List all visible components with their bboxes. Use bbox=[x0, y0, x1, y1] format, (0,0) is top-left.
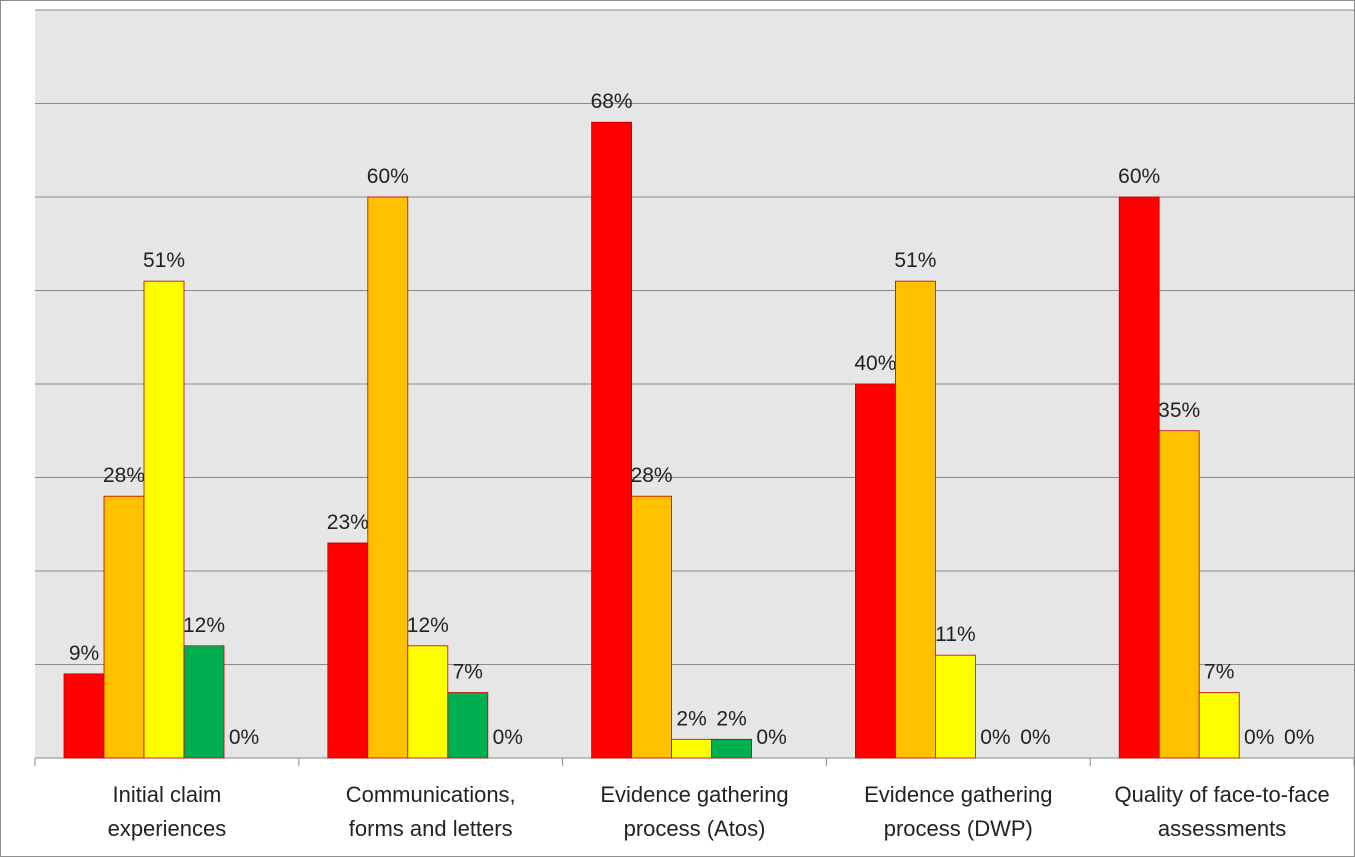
data-label: 68% bbox=[591, 90, 633, 113]
data-label: 51% bbox=[143, 249, 185, 272]
data-label: 60% bbox=[367, 165, 409, 188]
category-label: Evidence gathering process (DWP) bbox=[864, 782, 1052, 841]
data-label: 35% bbox=[1158, 399, 1200, 422]
bar bbox=[447, 692, 489, 759]
bar bbox=[711, 738, 752, 759]
data-label: 9% bbox=[69, 642, 99, 665]
bar bbox=[591, 121, 632, 759]
bar bbox=[103, 495, 145, 759]
data-label: 51% bbox=[894, 249, 936, 272]
bar bbox=[935, 654, 976, 759]
category-label-line: assessments bbox=[1158, 816, 1286, 841]
data-label: 12% bbox=[183, 614, 225, 637]
bar bbox=[631, 495, 672, 759]
data-label: 28% bbox=[103, 464, 145, 487]
data-label: 12% bbox=[407, 614, 449, 637]
data-label: 0% bbox=[1244, 726, 1274, 749]
bar bbox=[1198, 692, 1240, 759]
category-label: Communications, forms and letters bbox=[346, 782, 516, 841]
data-label: 0% bbox=[229, 726, 259, 749]
bar bbox=[895, 280, 936, 759]
data-label: 11% bbox=[935, 623, 975, 646]
bar bbox=[327, 542, 369, 759]
data-label: 60% bbox=[1118, 165, 1160, 188]
data-label: 0% bbox=[1284, 726, 1314, 749]
data-label: 0% bbox=[493, 726, 523, 749]
data-label: 2% bbox=[676, 707, 706, 730]
data-label: 40% bbox=[854, 352, 896, 375]
data-label: 28% bbox=[631, 464, 673, 487]
data-label: 0% bbox=[1020, 726, 1050, 749]
category-label-line: process (Atos) bbox=[624, 816, 766, 841]
data-label: 2% bbox=[716, 707, 746, 730]
category-label-line: Communications, bbox=[346, 782, 516, 807]
category-label: Quality of face-to-face assessments bbox=[1114, 782, 1329, 841]
category-label-line: Quality of face-to-face bbox=[1114, 782, 1329, 807]
bar bbox=[63, 673, 105, 759]
category-label: Evidence gathering process (Atos) bbox=[600, 782, 788, 841]
data-label: 7% bbox=[453, 661, 483, 684]
data-label: 0% bbox=[980, 726, 1010, 749]
bar bbox=[671, 738, 712, 759]
bar bbox=[407, 645, 449, 759]
bar bbox=[855, 383, 896, 759]
data-label: 7% bbox=[1204, 661, 1234, 684]
bar bbox=[1158, 430, 1200, 759]
category-label: Initial claim experiences bbox=[108, 782, 227, 841]
data-label: 23% bbox=[327, 511, 369, 534]
bar bbox=[143, 280, 185, 759]
category-label-line: Evidence gathering bbox=[600, 782, 788, 807]
bar bbox=[367, 196, 409, 759]
category-label-line: Initial claim bbox=[112, 782, 221, 807]
category-label-line: process (DWP) bbox=[884, 816, 1033, 841]
category-label-line: forms and letters bbox=[349, 816, 513, 841]
category-label-line: experiences bbox=[108, 816, 227, 841]
bar bbox=[183, 645, 225, 759]
bar bbox=[1118, 196, 1160, 759]
category-label-line: Evidence gathering bbox=[864, 782, 1052, 807]
data-label: 0% bbox=[756, 726, 786, 749]
